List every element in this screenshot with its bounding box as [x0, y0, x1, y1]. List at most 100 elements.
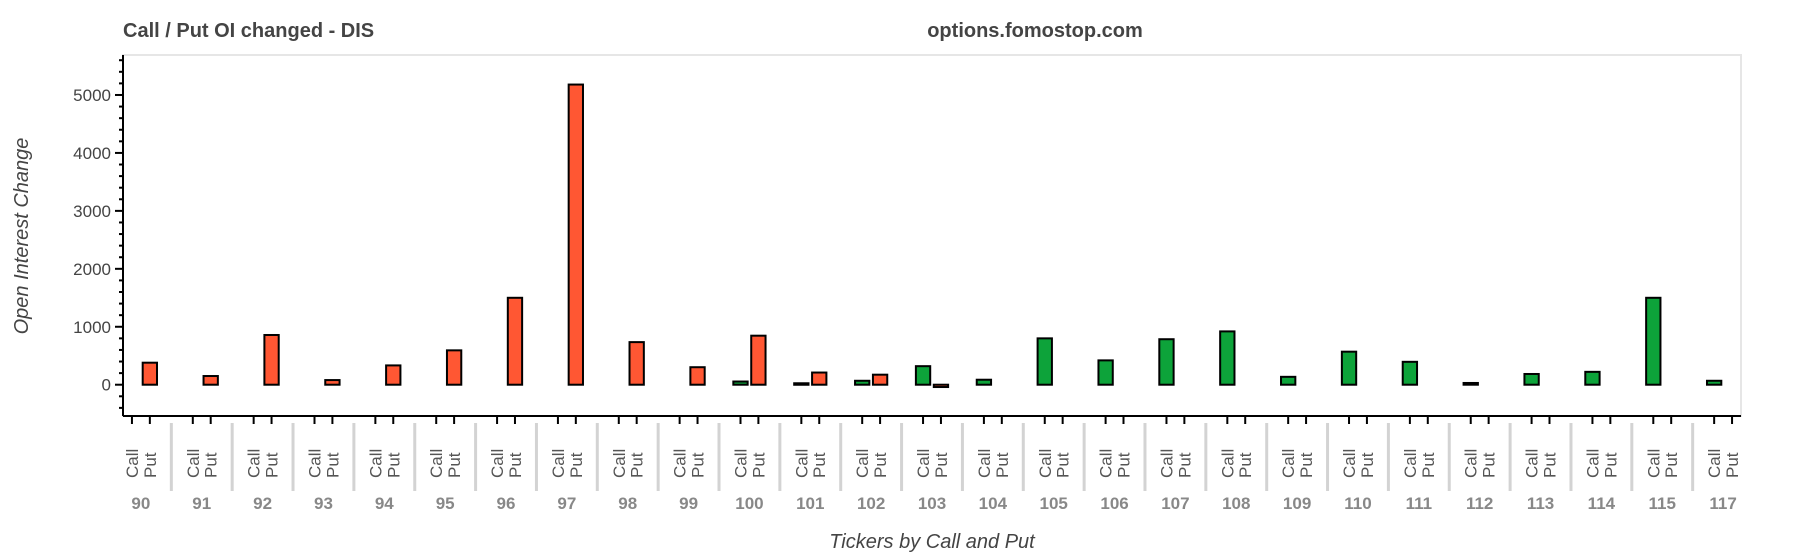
bar-100-call [732, 380, 749, 386]
x-factor-label: Call [1097, 449, 1116, 478]
bar-93-put [324, 379, 341, 386]
x-group-label: 115 [1649, 494, 1676, 513]
x-factor-label: Put [384, 452, 403, 478]
y-axis-label: Open Interest Change [11, 138, 33, 335]
x-factor-label: Put [202, 452, 221, 478]
x-factor-label: Call [1462, 449, 1481, 478]
x-group-label: 106 [1100, 494, 1128, 513]
x-factor-label: Put [628, 452, 647, 478]
bar-100-put [750, 334, 767, 386]
bar-101-call [793, 382, 810, 386]
x-factor-label: Call [1218, 449, 1237, 478]
x-group-label: 97 [557, 494, 576, 513]
x-group-label: 91 [192, 494, 211, 513]
bars-layer [141, 83, 1723, 389]
x-group-label: 111 [1406, 494, 1433, 513]
bar-90-put [141, 361, 159, 386]
x-group-label: 102 [857, 494, 885, 513]
x-factor-label: Put [810, 452, 829, 478]
x-factor-label: Call [1644, 449, 1663, 478]
x-factor-label: Call [488, 449, 507, 478]
x-group-label: 109 [1283, 494, 1311, 513]
x-group-label: 92 [253, 494, 272, 513]
x-group-label: 101 [796, 494, 824, 513]
bar-101-put [811, 371, 828, 386]
bar-96-put [506, 296, 524, 386]
bar-98-put [628, 341, 645, 386]
bar-108-call [1219, 330, 1236, 386]
x-factor-label: Call [366, 449, 385, 478]
x-factor-label: Call [427, 449, 446, 478]
x-factor-label: Put [445, 452, 464, 478]
x-factor-label: Put [1297, 452, 1316, 478]
x-group-label: 103 [918, 494, 946, 513]
bar-102-put [871, 373, 889, 386]
bar-99-put [689, 366, 706, 386]
y-axis: 0 1000 2000 3000 4000 5000 [73, 55, 124, 416]
x-factor-label: Call [975, 449, 994, 478]
bar-97-put [567, 83, 584, 386]
x-axis: CallPut90CallPut91CallPut92CallPut93Call… [123, 415, 1742, 513]
x-group-label: 93 [314, 494, 333, 513]
y-tick-label: 1000 [73, 318, 111, 337]
x-factor-label: Call [1340, 449, 1359, 478]
x-group-label: 108 [1222, 494, 1250, 513]
bar-110-call [1340, 350, 1358, 386]
bar-112-call [1462, 381, 1479, 386]
x-factor-label: Put [263, 452, 282, 478]
chart-title: Call / Put OI changed - DIS [123, 20, 374, 42]
x-factor-label: Put [871, 452, 890, 478]
y-tick-label: 5000 [73, 86, 111, 105]
x-group-label: 113 [1527, 494, 1554, 513]
x-group-label: 96 [497, 494, 516, 513]
x-factor-label: Put [1358, 452, 1377, 478]
bar-115-call [1645, 296, 1662, 386]
x-factor-label: Put [1723, 452, 1742, 478]
x-factor-label: Call [610, 449, 629, 478]
y-tick-label: 4000 [73, 144, 111, 163]
x-factor-label: Call [853, 449, 872, 478]
x-factor-label: Put [1115, 452, 1134, 478]
x-factor-label: Call [1401, 449, 1420, 478]
bar-102-call [854, 379, 871, 386]
x-factor-label: Put [993, 452, 1012, 478]
x-group-label: 98 [618, 494, 637, 513]
bar-105-call [1036, 337, 1053, 386]
x-group-label: 107 [1161, 494, 1189, 513]
bar-92-put [263, 333, 280, 386]
x-factor-label: Put [1480, 452, 1499, 478]
x-group-label: 114 [1588, 494, 1616, 513]
y-tick-label: 3000 [73, 202, 111, 221]
x-axis-label: Tickers by Call and Put [829, 531, 1036, 553]
bar-117-call [1705, 379, 1723, 386]
x-factor-label: Call [1523, 449, 1542, 478]
x-factor-label: Put [749, 452, 768, 478]
x-factor-label: Put [1175, 452, 1194, 478]
y-tick-label: 2000 [73, 260, 111, 279]
x-group-label: 104 [979, 494, 1008, 513]
x-factor-label: Call [792, 449, 811, 478]
bar-104-call [975, 378, 993, 386]
x-factor-label: Put [932, 452, 951, 478]
x-factor-label: Put [1601, 452, 1620, 478]
x-factor-label: Call [1583, 449, 1602, 478]
x-factor-label: Call [671, 449, 690, 478]
bar-106-call [1097, 359, 1114, 386]
x-group-label: 110 [1344, 494, 1371, 513]
x-group-label: 94 [375, 494, 394, 513]
x-group-label: 105 [1040, 494, 1068, 513]
bar-95-put [445, 349, 463, 386]
x-factor-label: Call [1279, 449, 1298, 478]
bar-107-call [1158, 338, 1175, 386]
bar-94-put [385, 364, 402, 386]
x-factor-label: Call [123, 449, 142, 478]
x-factor-label: Call [184, 449, 203, 478]
x-factor-label: Call [1157, 449, 1176, 478]
x-factor-label: Call [914, 449, 933, 478]
y-tick-label: 0 [102, 376, 111, 395]
x-group-label: 112 [1466, 494, 1493, 513]
x-factor-label: Put [689, 452, 708, 478]
x-factor-label: Put [1054, 452, 1073, 478]
bar-109-call [1280, 375, 1297, 386]
